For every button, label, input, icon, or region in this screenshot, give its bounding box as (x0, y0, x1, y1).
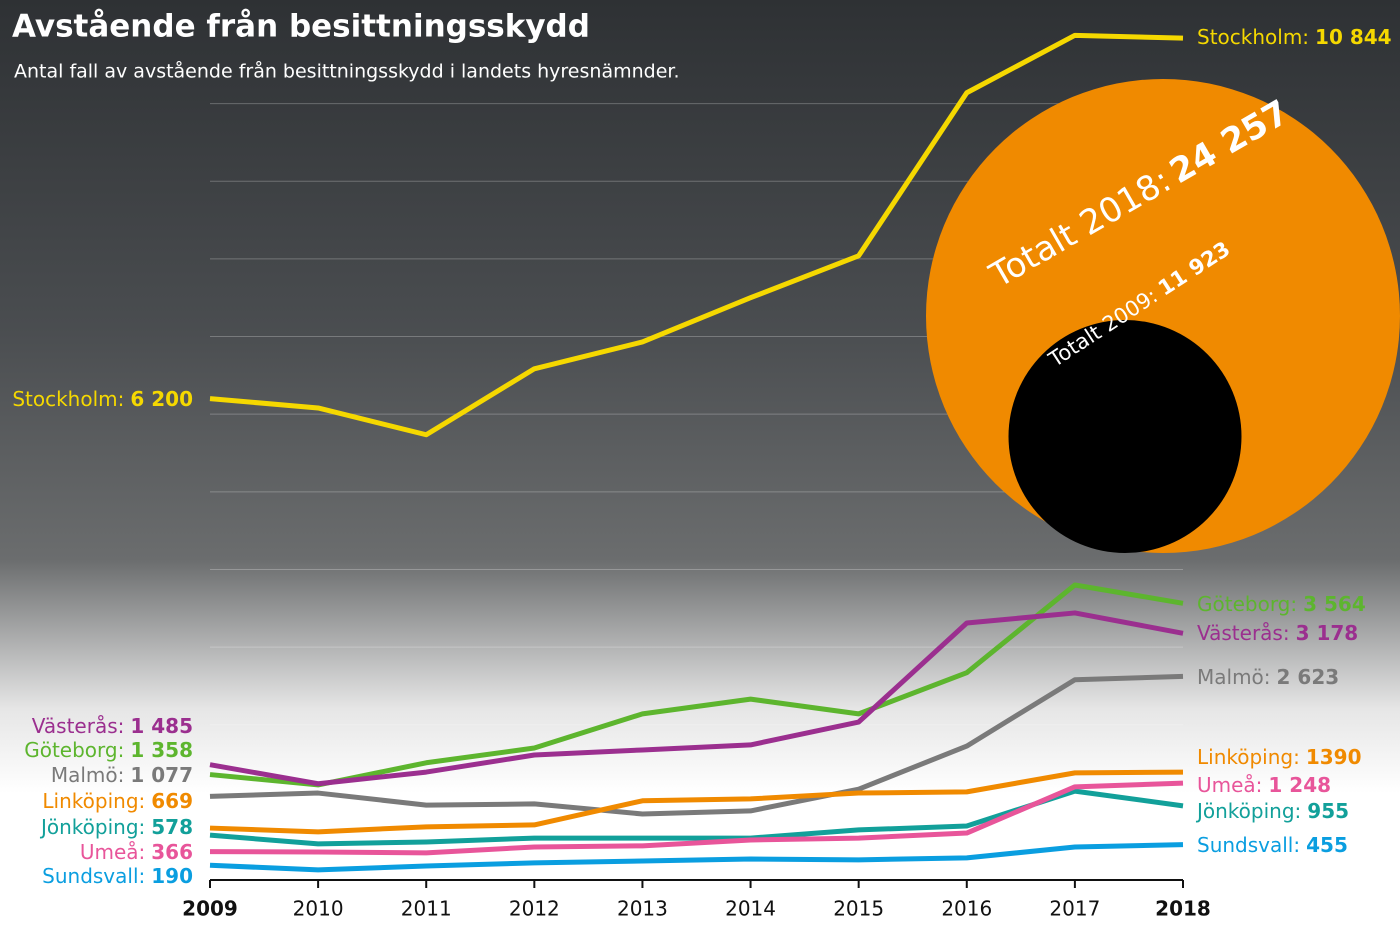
value-label: 669 (151, 789, 193, 813)
x-tick-label: 2010 (293, 897, 344, 921)
series-name: Stockholm: (1197, 25, 1309, 49)
series-name: Linköping: (1197, 745, 1300, 769)
x-tick-label: 2018 (1155, 897, 1211, 921)
start-label: Göteborg: 1 358 (24, 738, 193, 762)
value-label: 955 (1307, 799, 1349, 823)
series-name: Jönköping: (1195, 799, 1301, 823)
series-name: Linköping: (42, 789, 145, 813)
series-line (209, 610, 1184, 787)
series-line (209, 582, 1184, 788)
end-label: Västerås: 3 178 (1197, 621, 1358, 645)
end-label: Malmö: 2 623 (1197, 665, 1339, 689)
start-label: Stockholm: 6 200 (12, 387, 193, 411)
x-tick-label: 2012 (509, 897, 560, 921)
series-name: Malmö: (1197, 665, 1271, 689)
start-label: Sundsvall: 190 (42, 864, 193, 888)
value-label: 366 (151, 840, 193, 864)
series-name: Sundsvall: (42, 864, 145, 888)
value-label: 455 (1306, 833, 1348, 857)
end-label: Umeå: 1 248 (1197, 773, 1331, 797)
x-tick-label: 2015 (833, 897, 884, 921)
series-name: Västerås: (32, 714, 125, 738)
series-line (209, 673, 1184, 817)
series-line (209, 769, 1184, 835)
value-label: 1 358 (130, 738, 193, 762)
chart-subtitle: Antal fall av avstående från besittnings… (14, 60, 680, 83)
total-circle (1008, 320, 1242, 553)
end-label: Göteborg: 3 564 (1197, 592, 1366, 616)
series-name: Umeå: (80, 840, 145, 864)
series-name: Malmö: (51, 763, 125, 787)
end-label: Jönköping: 955 (1195, 799, 1349, 823)
x-tick-label: 2016 (941, 897, 992, 921)
x-tick-label: 2013 (617, 897, 668, 921)
value-label: 1 248 (1268, 773, 1331, 797)
value-label: 1390 (1306, 745, 1362, 769)
start-label: Malmö: 1 077 (51, 763, 193, 787)
value-label: 6 200 (130, 387, 193, 411)
value-label: 1 077 (130, 763, 193, 787)
series-name: Göteborg: (24, 738, 124, 762)
end-label: Sundsvall: 455 (1197, 833, 1348, 857)
value-label: 1 485 (130, 714, 193, 738)
value-label: 3 564 (1303, 592, 1366, 616)
series-name: Umeå: (1197, 773, 1262, 797)
series-name: Stockholm: (12, 387, 124, 411)
series-line (209, 780, 1184, 856)
end-label: Stockholm: 10 844 (1197, 25, 1392, 49)
series-name: Jönköping: (39, 815, 145, 839)
value-label: 190 (151, 864, 193, 888)
end-label: Linköping: 1390 (1197, 745, 1362, 769)
x-tick-label: 2011 (401, 897, 452, 921)
start-label: Umeå: 366 (80, 840, 193, 864)
series-line (209, 842, 1184, 873)
x-tick-label: 2017 (1049, 897, 1100, 921)
x-tick-label: 2009 (182, 897, 238, 921)
value-label: 3 178 (1296, 621, 1359, 645)
value-label: 578 (151, 815, 193, 839)
start-label: Jönköping: 578 (39, 815, 193, 839)
chart-title: Avstående från besittningsskydd (12, 9, 590, 45)
value-label: 2 623 (1277, 665, 1340, 689)
series-name: Göteborg: (1197, 592, 1297, 616)
series-line (209, 32, 1184, 438)
series-name: Sundsvall: (1197, 833, 1300, 857)
start-label: Linköping: 669 (42, 789, 193, 813)
x-tick-label: 2014 (725, 897, 776, 921)
value-label: 10 844 (1315, 25, 1392, 49)
series-name: Västerås: (1197, 621, 1290, 645)
start-label: Västerås: 1 485 (32, 714, 193, 738)
